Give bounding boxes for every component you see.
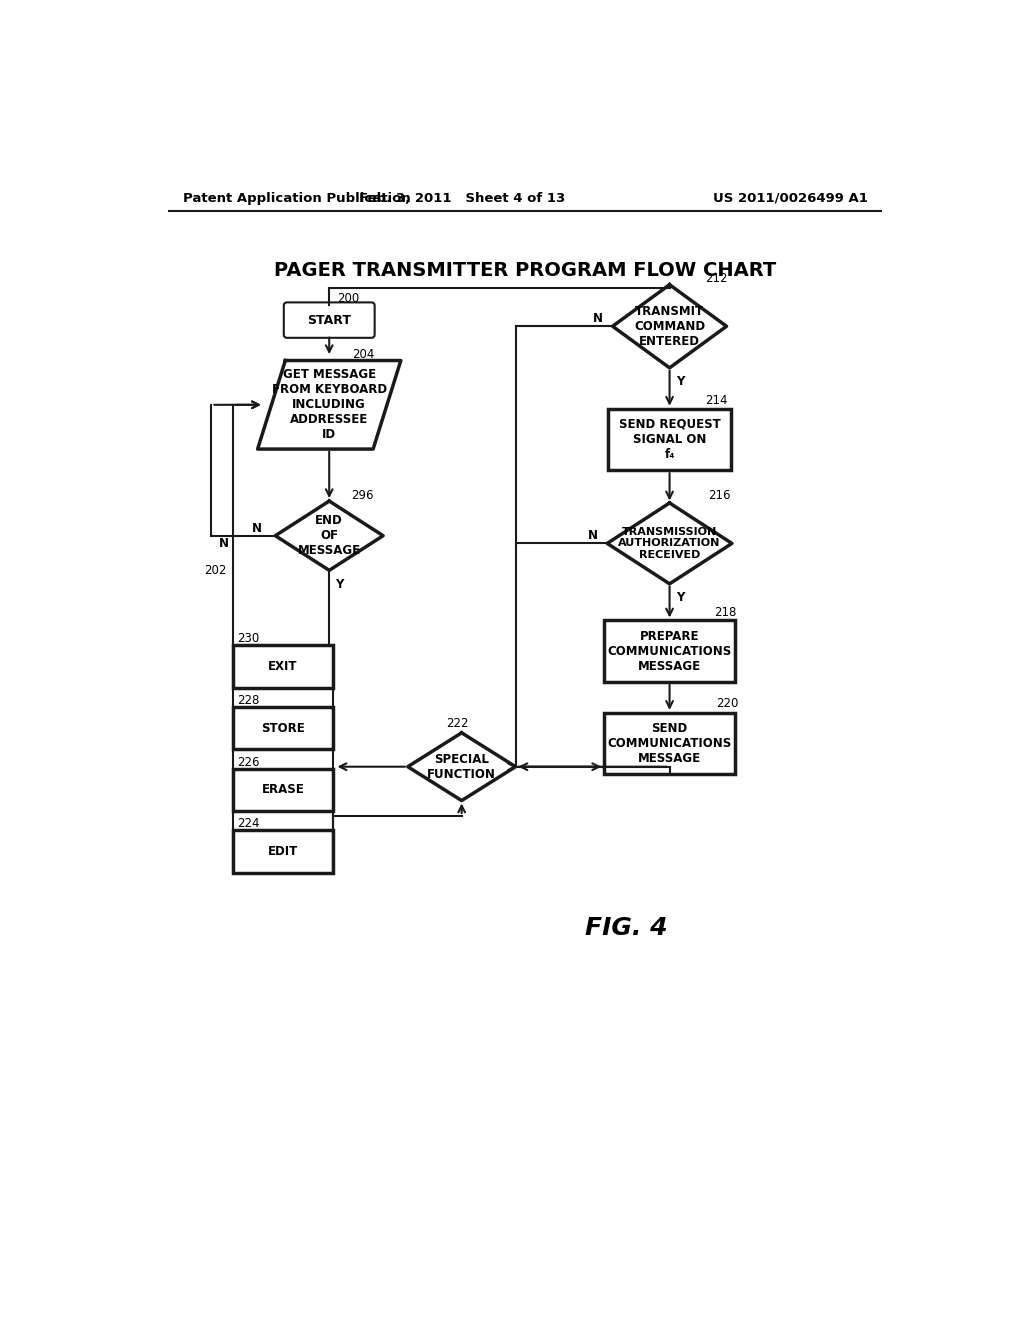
Text: 220: 220	[716, 697, 738, 710]
Text: N: N	[252, 521, 262, 535]
Text: SPECIAL
FUNCTION: SPECIAL FUNCTION	[427, 752, 496, 780]
Text: PAGER TRANSMITTER PROGRAM FLOW CHART: PAGER TRANSMITTER PROGRAM FLOW CHART	[273, 260, 776, 280]
Polygon shape	[275, 502, 383, 570]
Text: START: START	[307, 314, 351, 326]
Text: 224: 224	[237, 817, 259, 830]
Text: N: N	[588, 529, 598, 543]
Text: GET MESSAGE
FROM KEYBOARD
INCLUDING
ADDRESSEE
ID: GET MESSAGE FROM KEYBOARD INCLUDING ADDR…	[271, 368, 387, 441]
Text: SEND REQUEST
SIGNAL ON
f₄: SEND REQUEST SIGNAL ON f₄	[618, 418, 721, 461]
Polygon shape	[607, 503, 732, 583]
Text: SEND
COMMUNICATIONS
MESSAGE: SEND COMMUNICATIONS MESSAGE	[607, 722, 732, 766]
Text: Y: Y	[676, 375, 684, 388]
Bar	[233, 830, 333, 873]
Text: 296: 296	[351, 490, 374, 502]
Bar	[233, 768, 333, 810]
Text: N: N	[593, 312, 603, 325]
Text: 222: 222	[446, 717, 469, 730]
Text: Feb. 3, 2011   Sheet 4 of 13: Feb. 3, 2011 Sheet 4 of 13	[358, 191, 565, 205]
Text: 204: 204	[352, 348, 375, 362]
FancyBboxPatch shape	[284, 302, 375, 338]
Text: EDIT: EDIT	[268, 845, 298, 858]
Text: 228: 228	[237, 694, 259, 708]
Polygon shape	[258, 360, 400, 449]
Text: FIG. 4: FIG. 4	[585, 916, 668, 940]
Text: 216: 216	[708, 490, 730, 502]
Polygon shape	[408, 733, 515, 800]
Bar	[233, 708, 333, 750]
Text: 202: 202	[204, 564, 226, 577]
Text: Patent Application Publication: Patent Application Publication	[183, 191, 411, 205]
Text: PREPARE
COMMUNICATIONS
MESSAGE: PREPARE COMMUNICATIONS MESSAGE	[607, 630, 732, 673]
Text: STORE: STORE	[261, 722, 305, 735]
Polygon shape	[612, 285, 727, 368]
Bar	[233, 645, 333, 688]
Text: TRANSMIT
COMMAND
ENTERED: TRANSMIT COMMAND ENTERED	[634, 305, 706, 347]
Text: 200: 200	[337, 292, 359, 305]
Text: END
OF
MESSAGE: END OF MESSAGE	[298, 515, 360, 557]
Bar	[608, 409, 731, 470]
Text: 226: 226	[237, 755, 259, 768]
Text: 230: 230	[237, 632, 259, 645]
Text: TRANSMISSION
AUTHORIZATION
RECEIVED: TRANSMISSION AUTHORIZATION RECEIVED	[618, 527, 721, 560]
Bar	[604, 620, 735, 682]
Text: ERASE: ERASE	[262, 783, 304, 796]
Text: 214: 214	[705, 395, 727, 408]
Text: 212: 212	[705, 272, 727, 285]
Text: EXIT: EXIT	[268, 660, 298, 673]
Text: N: N	[219, 537, 229, 550]
Text: Y: Y	[676, 591, 684, 603]
Text: 218: 218	[714, 606, 736, 619]
Text: US 2011/0026499 A1: US 2011/0026499 A1	[713, 191, 867, 205]
Text: Y: Y	[336, 578, 344, 591]
Bar	[604, 713, 735, 775]
